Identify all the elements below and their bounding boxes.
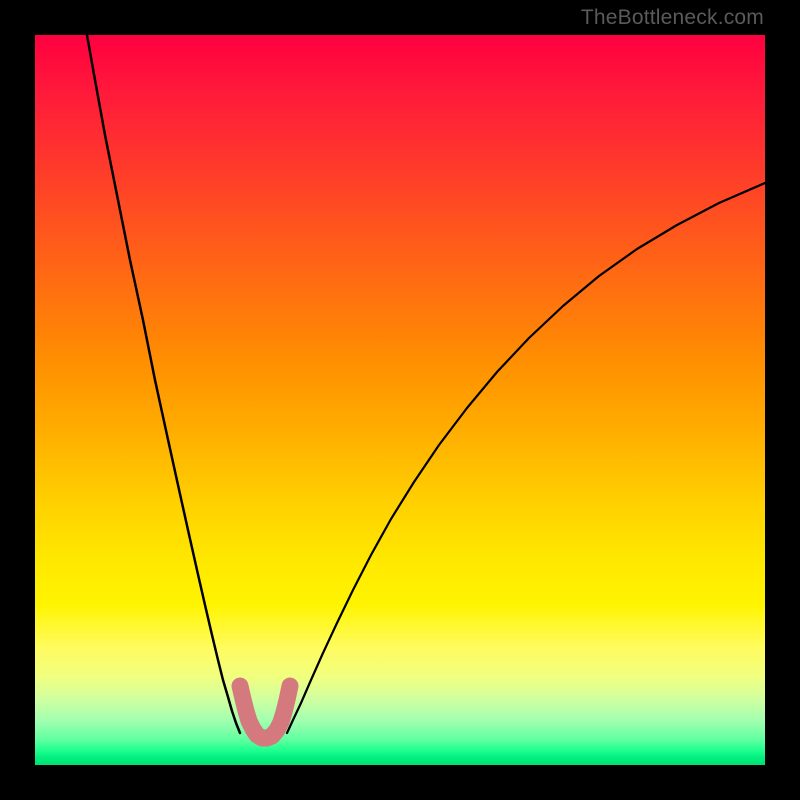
plot-area [35,35,765,765]
watermark-text: TheBottleneck.com [581,6,764,30]
curve-right [287,183,765,733]
chart-frame: TheBottleneck.com [0,0,800,800]
curve-left [87,35,240,733]
curve-layer [35,35,765,765]
valley-marker [240,686,290,738]
